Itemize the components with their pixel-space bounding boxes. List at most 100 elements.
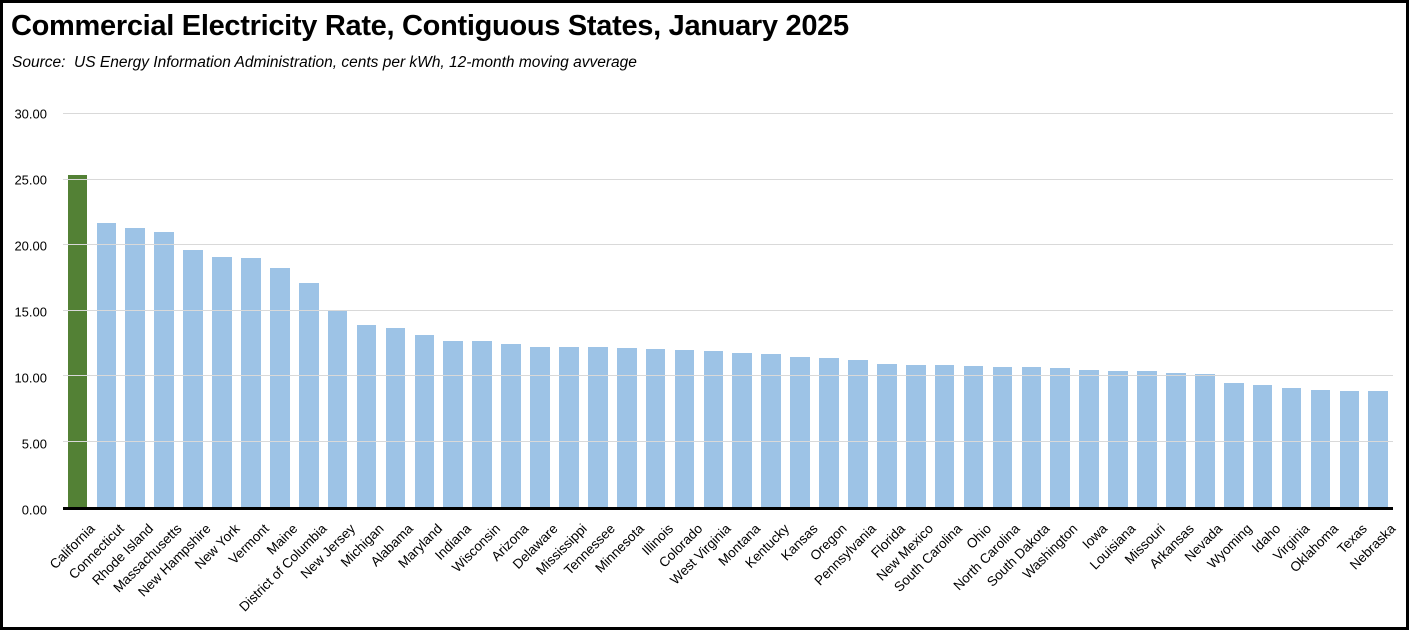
bar-slot-montana: [728, 114, 757, 507]
bar-montana: [732, 353, 753, 507]
y-tick-label-15: 15.00: [14, 304, 47, 320]
bar-slot-arizona: [497, 114, 526, 507]
y-tick-label-20: 20.00: [14, 238, 47, 254]
y-tick-label-5: 5.00: [21, 436, 47, 452]
bar-arizona: [501, 344, 521, 507]
bar-slot-tennessee: [583, 114, 612, 507]
y-tick-label-25: 25.00: [14, 172, 47, 188]
bar-kentucky: [761, 353, 782, 507]
x-label-slot-wisconsin: Wisconsin: [449, 515, 503, 627]
bar-missouri: [1137, 371, 1157, 507]
x-label-slot-new-hampshire: New Hampshire: [135, 515, 214, 627]
bar-maryland: [414, 335, 435, 507]
bar-slot-minnesota: [612, 114, 641, 507]
bar-west-virginia: [703, 351, 724, 507]
chart-source-subtitle: Source: US Energy Information Administra…: [12, 54, 637, 71]
bar-minnesota: [616, 347, 637, 507]
bar-slot-connecticut: [92, 114, 121, 507]
x-label-slot-arkansas: Arkansas: [1146, 515, 1196, 627]
bar-slot-vermont: [236, 114, 265, 507]
y-tick-label-30: 30.00: [14, 106, 47, 122]
bar-slot-district-of-columbia: [294, 114, 323, 507]
x-label-slot-vermont: Vermont: [225, 515, 271, 627]
bar-slot-louisiana: [1104, 114, 1133, 507]
gridline-20: [63, 244, 1393, 246]
bar-slot-maine: [265, 114, 294, 507]
x-label-slot-pennsylvania: Pennsylvania: [811, 515, 878, 627]
bar-vermont: [241, 258, 261, 507]
bar-mississippi: [559, 346, 579, 507]
x-label-slot-alabama: Alabama: [368, 515, 416, 627]
x-label-slot-iowa: Iowa: [1075, 515, 1110, 627]
bar-wisconsin: [472, 341, 492, 507]
x-label-slot-texas: Texas: [1334, 515, 1370, 627]
bar-series: [63, 114, 1393, 507]
bar-florida: [877, 363, 897, 507]
bar-delaware: [530, 346, 550, 507]
bar-slot-north-carolina: [988, 114, 1017, 507]
bar-michigan: [356, 324, 377, 507]
bar-slot-maryland: [410, 114, 439, 507]
bar-slot-new-york: [208, 114, 237, 507]
bar-north-carolina: [992, 366, 1013, 507]
bar-oklahoma: [1310, 389, 1331, 507]
gridline-10: [63, 375, 1393, 377]
bar-south-carolina: [934, 365, 955, 507]
bar-connecticut: [96, 223, 117, 507]
bar-slot-washington: [1046, 114, 1075, 507]
x-label-slot-missouri: Missouri: [1121, 515, 1167, 627]
bar-arkansas: [1166, 373, 1186, 507]
x-label-slot-west-virginia: West Virginia: [667, 515, 734, 627]
bar-slot-rhode-island: [121, 114, 150, 507]
bar-slot-texas: [1335, 114, 1364, 507]
bar-slot-missouri: [1133, 114, 1162, 507]
x-label-slot-new-york: New York: [192, 515, 243, 627]
bar-slot-south-dakota: [1017, 114, 1046, 507]
x-label-slot-nebraska: Nebraska: [1347, 515, 1398, 627]
bar-south-dakota: [1021, 367, 1042, 507]
x-label-slot-louisiana: Louisiana: [1087, 515, 1138, 627]
bar-slot-west-virginia: [699, 114, 728, 507]
bar-slot-colorado: [670, 114, 699, 507]
gridline-25: [63, 178, 1393, 180]
x-label-slot-tennessee: Tennessee: [562, 515, 619, 627]
bar-district-of-columbia: [298, 282, 319, 507]
y-tick-label-0: 0.00: [21, 502, 47, 518]
bar-alabama: [385, 327, 406, 507]
bar-slot-oklahoma: [1306, 114, 1335, 507]
bar-slot-south-carolina: [930, 114, 959, 507]
bar-slot-california: [63, 114, 92, 507]
x-label-slot-south-carolina: South Carolina: [891, 515, 965, 627]
bar-slot-massachusetts: [150, 114, 179, 507]
bar-slot-indiana: [439, 114, 468, 507]
bar-slot-wyoming: [1219, 114, 1248, 507]
y-tick-label-10: 10.00: [14, 370, 47, 386]
bar-slot-delaware: [526, 114, 555, 507]
bar-nebraska: [1368, 391, 1389, 507]
bar-slot-pennsylvania: [843, 114, 872, 507]
x-label-slot-kentucky: Kentucky: [742, 515, 792, 627]
bar-slot-alabama: [381, 114, 410, 507]
bar-new-york: [212, 256, 232, 507]
bar-washington: [1050, 367, 1071, 507]
bar-tennessee: [587, 346, 608, 507]
bar-pennsylvania: [848, 360, 868, 507]
bar-slot-iowa: [1075, 114, 1104, 507]
bar-slot-oregon: [815, 114, 844, 507]
bar-slot-virginia: [1277, 114, 1306, 507]
bar-indiana: [443, 340, 464, 507]
x-axis-labels: California Connecticut Rhode Island Massach…: [47, 515, 1399, 627]
bar-slot-mississippi: [554, 114, 583, 507]
x-label-slot-kansas: Kansas: [778, 515, 820, 627]
bar-slot-kansas: [786, 114, 815, 507]
bar-texas: [1339, 390, 1360, 507]
x-label-slot-oklahoma: Oklahoma: [1287, 515, 1341, 627]
bar-virginia: [1281, 388, 1302, 507]
bar-new-hampshire: [183, 250, 203, 507]
bar-slot-new-jersey: [323, 114, 352, 507]
x-label-slot-washington: Washington: [1020, 515, 1081, 627]
x-label-slot-idaho: Idaho: [1248, 515, 1284, 627]
bar-illinois: [645, 349, 666, 507]
bar-louisiana: [1108, 370, 1128, 507]
